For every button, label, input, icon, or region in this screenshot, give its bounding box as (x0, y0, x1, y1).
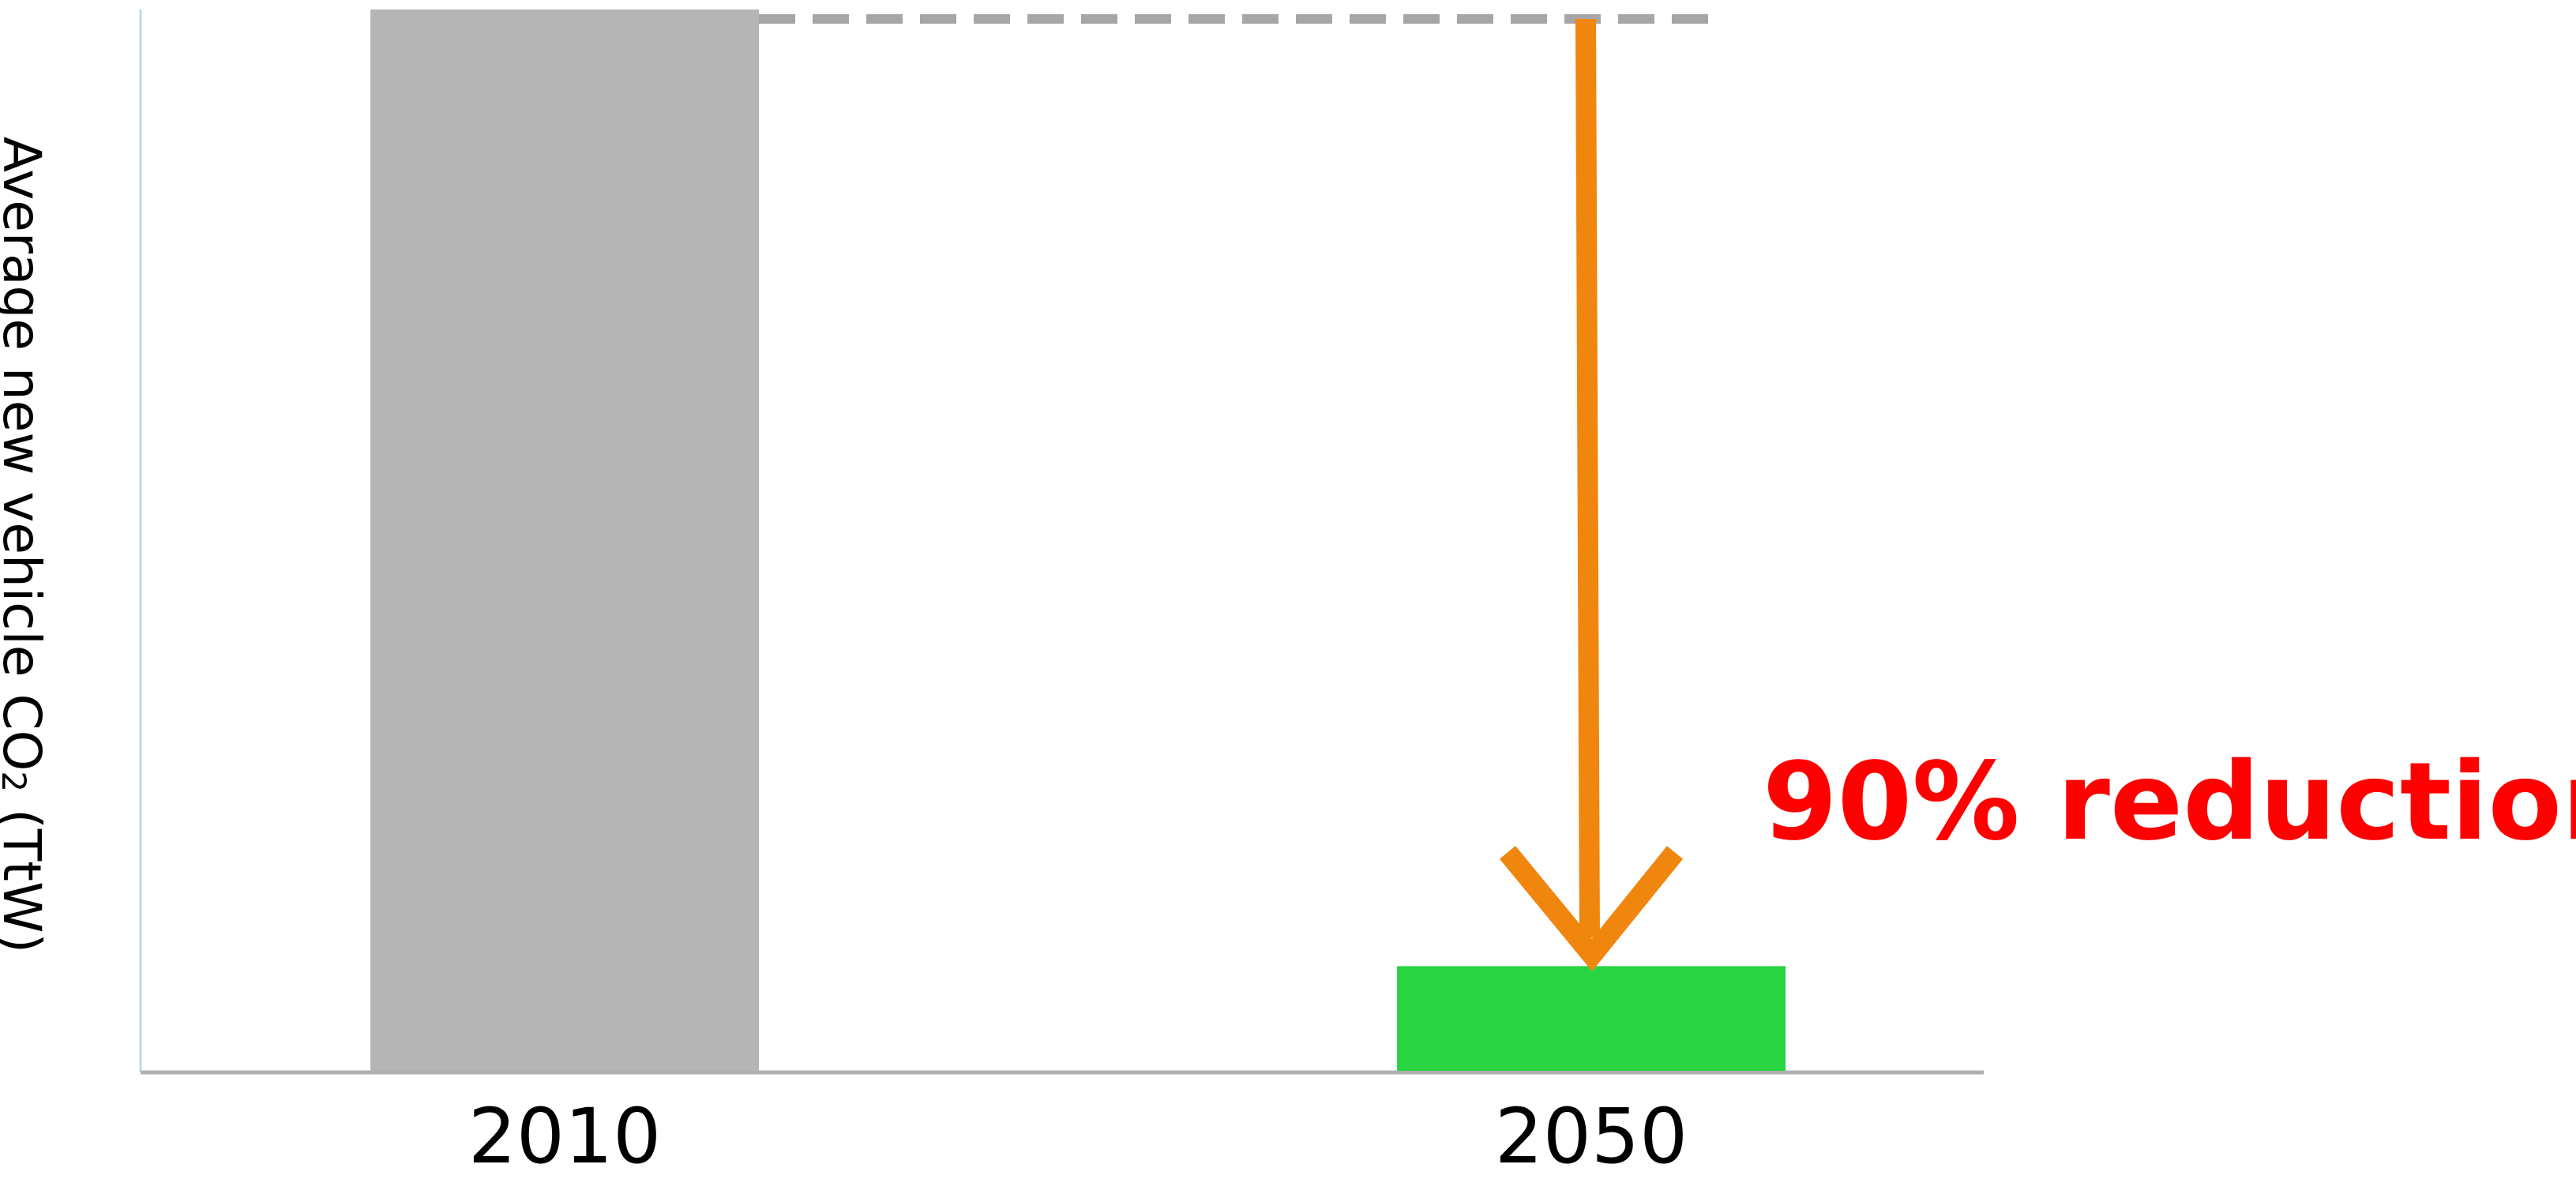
y-axis-label-prefix: Average new vehicle CO (0, 137, 53, 771)
y-axis-label: Average new vehicle CO2 (TtW) (0, 137, 53, 953)
y-axis-label-subscript: 2 (0, 771, 34, 792)
reduction-arrow-icon (1499, 18, 1684, 971)
x-tick-label-2050: 2050 (1495, 1092, 1688, 1181)
bar-2010 (370, 9, 759, 1071)
y-axis-label-suffix: (TtW) (0, 792, 53, 953)
arrow-shaft (1575, 18, 1600, 938)
reduction-annotation: 90% reduction (1763, 740, 2576, 865)
bars (370, 9, 1786, 1071)
x-tick-label-2010: 2010 (468, 1092, 661, 1181)
bar-2050 (1397, 966, 1786, 1071)
arrow-head (1499, 846, 1684, 971)
x-tick-labels: 2010 2050 (468, 1092, 1688, 1181)
